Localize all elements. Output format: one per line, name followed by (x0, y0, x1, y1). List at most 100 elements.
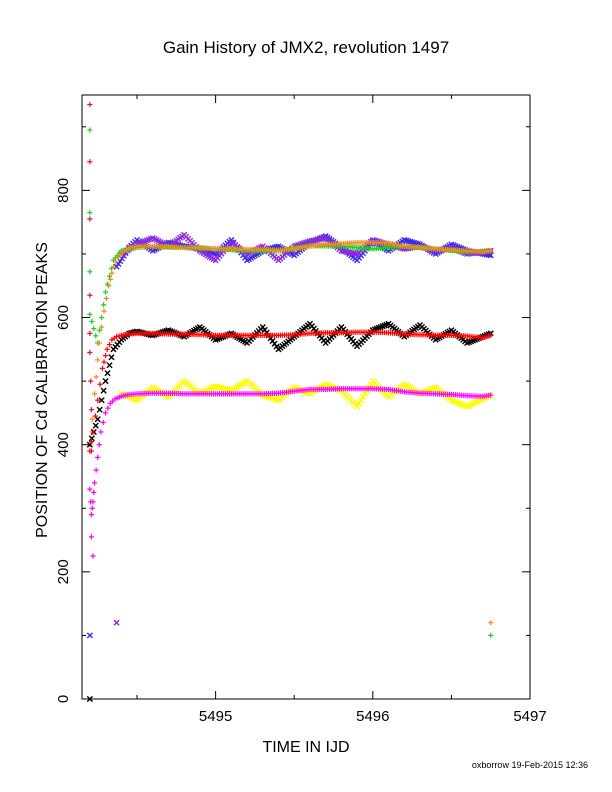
data-point (92, 422, 99, 429)
data-point (106, 362, 113, 369)
x-axis: 5495 5496 5497 (136, 95, 547, 725)
data-point (486, 392, 492, 399)
data-marks (86, 101, 494, 703)
data-point (93, 467, 99, 473)
data-point (87, 210, 93, 216)
y-tick-label: 200 (55, 559, 72, 584)
data-point (106, 273, 113, 279)
data-point (90, 429, 96, 435)
data-point (88, 499, 94, 505)
data-point (119, 250, 125, 256)
data-point (87, 269, 93, 275)
x-tick-label: 5495 (199, 708, 232, 725)
data-point (104, 346, 110, 352)
data-point (91, 489, 97, 495)
y-tick-label: 0 (55, 695, 72, 703)
data-point (93, 333, 99, 339)
data-point (87, 216, 93, 222)
data-point (352, 250, 359, 257)
data-point (109, 270, 115, 276)
data-point (318, 235, 325, 242)
data-point (355, 400, 363, 407)
data-point (88, 512, 95, 518)
data-point (488, 632, 494, 639)
chart-title: Gain History of JMX2, revolution 1497 (163, 38, 449, 57)
data-point (87, 101, 93, 108)
data-point (99, 314, 105, 321)
data-point (100, 387, 107, 394)
data-point (88, 534, 95, 540)
data-point (86, 632, 93, 639)
data-point (89, 505, 95, 511)
y-axis: 0 200 400 600 800 (55, 126, 530, 703)
data-point (88, 448, 95, 454)
data-point (101, 302, 107, 308)
data-point (88, 438, 95, 445)
data-point (91, 480, 98, 486)
data-point (105, 405, 111, 411)
data-point (124, 392, 130, 398)
data-point (110, 398, 116, 404)
data-point (91, 326, 97, 332)
data-point (88, 378, 94, 384)
data-point (92, 413, 98, 419)
data-point (87, 311, 93, 317)
data-point (98, 397, 105, 404)
data-point (94, 416, 101, 423)
data-point (107, 276, 113, 282)
plot-frame (81, 94, 531, 700)
data-point (488, 620, 494, 626)
data-point (113, 619, 120, 626)
data-point (95, 397, 101, 403)
data-point (87, 159, 93, 165)
data-point (93, 374, 99, 380)
footer-credit: oxborrow 19-Feb-2015 12:36 (472, 760, 588, 770)
y-tick-label: 400 (55, 432, 72, 457)
data-point (99, 365, 106, 371)
data-point (90, 553, 96, 559)
data-point (89, 318, 95, 325)
data-point (99, 324, 105, 330)
data-point (87, 292, 93, 298)
data-point (102, 378, 109, 385)
x-tick-label: 5497 (513, 708, 546, 725)
data-point (89, 416, 95, 422)
data-point (87, 127, 93, 133)
data-point (108, 354, 115, 361)
data-point (486, 248, 492, 254)
data-point (101, 359, 107, 365)
data-point (101, 308, 107, 314)
data-point (98, 429, 104, 435)
data-point (350, 250, 357, 257)
data-point (106, 341, 113, 348)
data-point (100, 419, 106, 426)
data-point (106, 283, 112, 289)
data-point (111, 335, 117, 341)
data-point (486, 333, 492, 339)
data-point (87, 330, 93, 337)
data-point (88, 407, 95, 413)
data-point (361, 390, 369, 397)
x-axis-label: TIME IN IJD (262, 739, 349, 756)
data-point (87, 486, 93, 492)
data-point (97, 327, 103, 333)
data-point (95, 454, 101, 460)
data-point (241, 254, 249, 261)
data-point (357, 397, 365, 404)
data-point (113, 259, 119, 265)
plot-area (81, 94, 531, 703)
data-point (103, 295, 109, 302)
data-point (97, 381, 103, 387)
data-point (96, 406, 103, 413)
y-tick-label: 600 (55, 305, 72, 330)
data-point (102, 353, 109, 359)
y-tick-label: 800 (55, 178, 72, 203)
data-point (88, 435, 95, 442)
y-axis-label: POSITION OF Cd CALIBRATION PEAKS (34, 242, 51, 538)
data-point (96, 340, 102, 346)
x-tick-label: 5496 (356, 708, 389, 725)
data-point (91, 391, 98, 397)
data-point (116, 333, 122, 339)
data-point (87, 349, 93, 356)
